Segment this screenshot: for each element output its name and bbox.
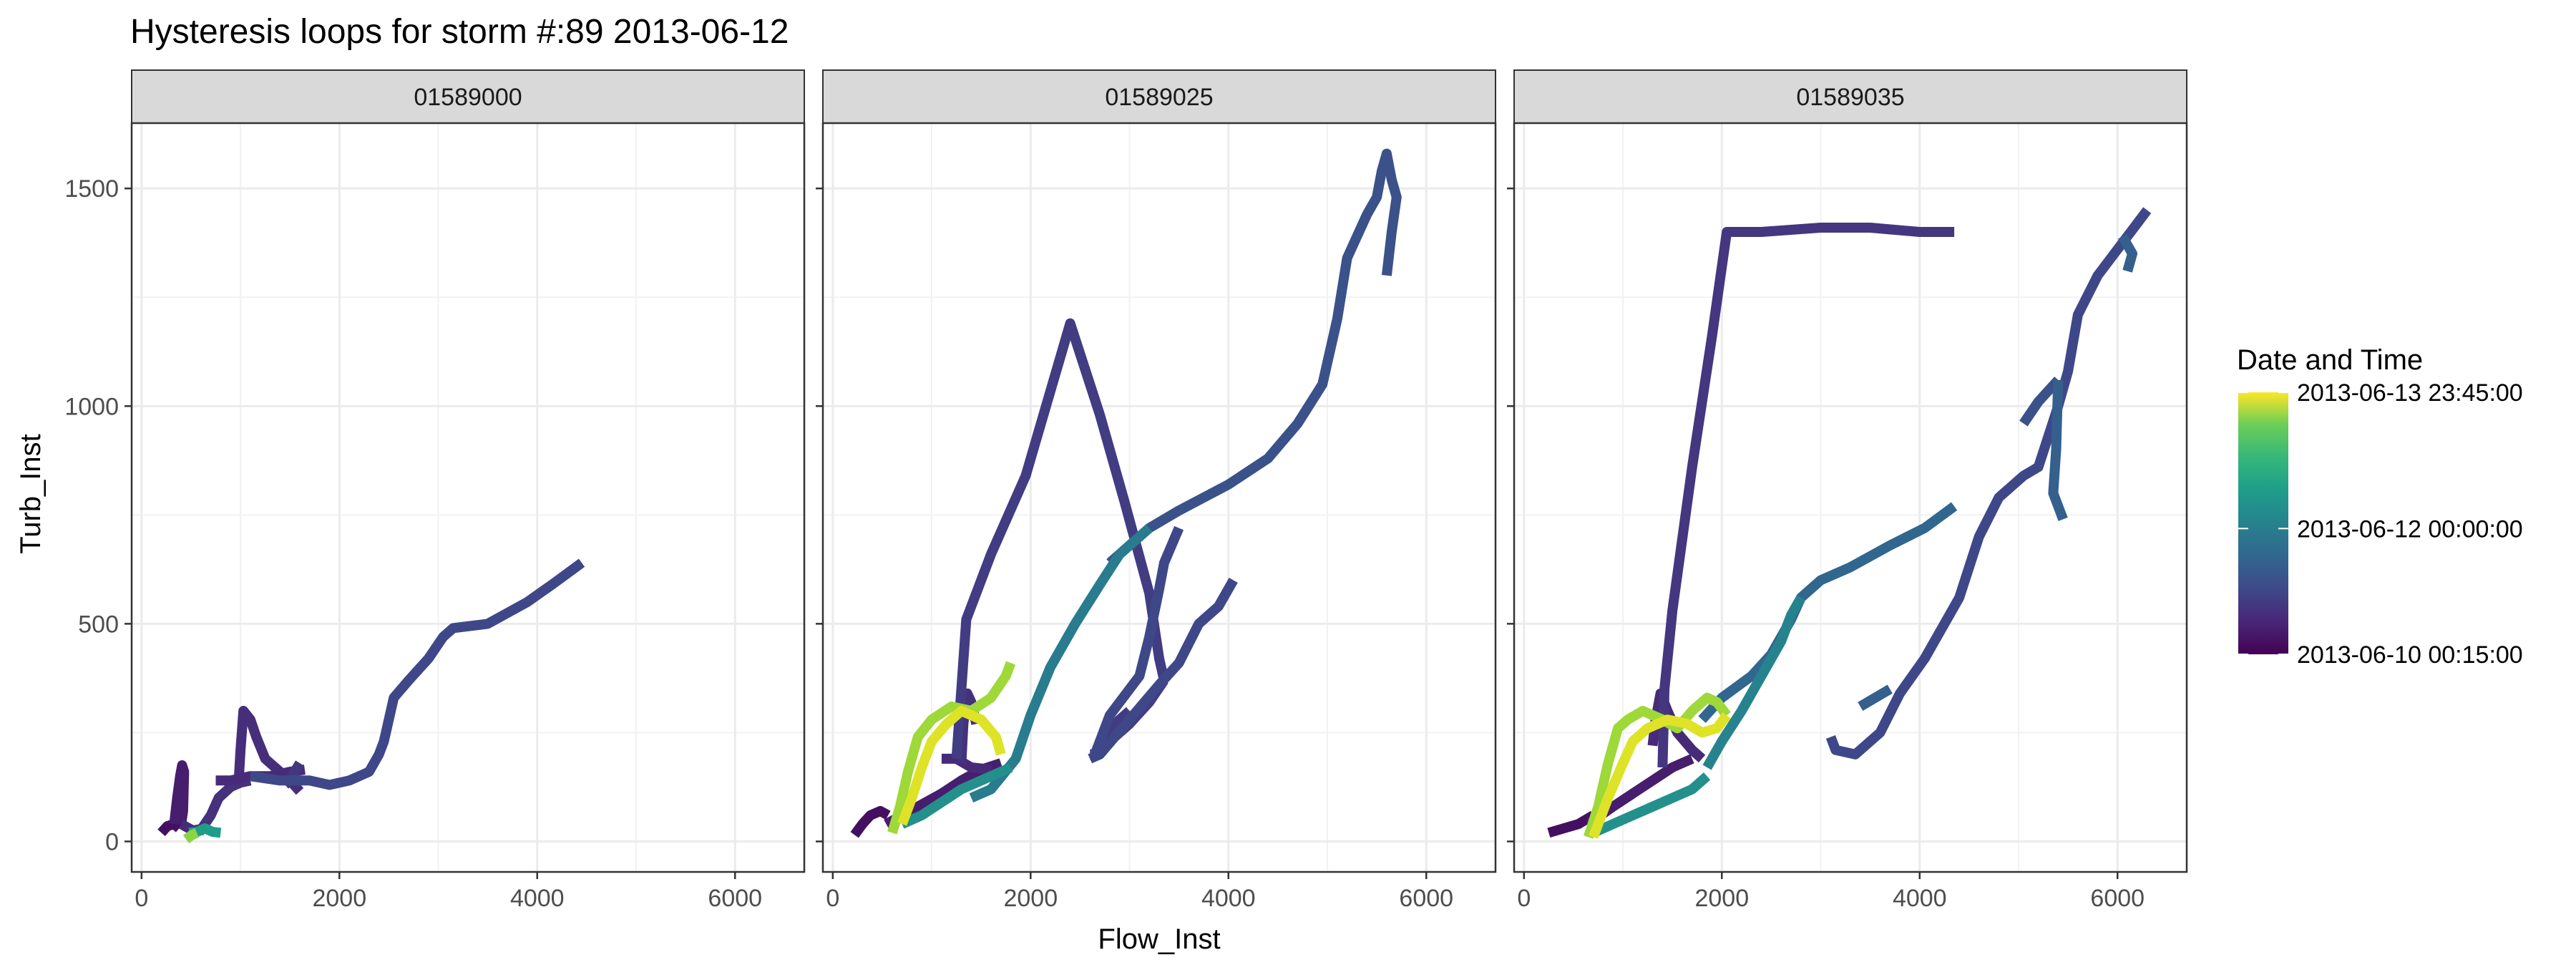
series-line <box>1702 595 1805 770</box>
series-line <box>1589 712 1731 839</box>
x-tick-label: 2000 <box>1003 885 1058 912</box>
legend-title: Date and Time <box>2237 344 2423 376</box>
chart-title: Hysteresis loops for storm #:89 2013-06-… <box>130 13 789 51</box>
series-line <box>1584 692 1731 839</box>
y-tick-label: 1000 <box>64 393 119 420</box>
x-tick-label: 0 <box>135 885 148 912</box>
x-axis-title: Flow_Inst <box>1098 923 1220 955</box>
series-line <box>1591 772 1711 838</box>
x-tick-label: 4000 <box>1893 885 1947 912</box>
series-line <box>1825 207 2152 760</box>
plot-background <box>823 123 1496 872</box>
legend-colorbar <box>2238 392 2288 654</box>
plot-background <box>1514 123 2187 872</box>
facet-strip-label: 01589000 <box>414 84 522 111</box>
series-line <box>897 706 1006 826</box>
series-line <box>850 805 891 838</box>
x-tick-label: 2000 <box>312 885 366 912</box>
facet-strip-label: 01589035 <box>1796 84 1904 111</box>
series-line <box>887 661 1016 835</box>
facet-panel: 01589000 0 2000 4000 6000 0 500 1000 1500 <box>64 69 806 912</box>
legend-labels: 2013-06-13 23:45:00 2013-06-12 00:00:00 20… <box>2238 379 2523 669</box>
series-line <box>1106 148 1402 567</box>
series-line <box>249 558 585 790</box>
legend-label: 2013-06-13 23:45:00 <box>2297 379 2523 407</box>
x-tick-label: 6000 <box>708 885 762 912</box>
facet-panel: 01589025 0 2000 4000 6000 <box>816 69 1497 912</box>
panel-border <box>130 122 806 873</box>
panel-border <box>1513 122 2188 873</box>
panel-border <box>821 122 1497 873</box>
y-axis-title: Turb_Inst <box>15 434 47 553</box>
series-line <box>182 828 199 844</box>
panels-layer: 01589000 0 2000 4000 6000 0 500 1000 1500 0158902… <box>64 69 2188 912</box>
y-tick-label: 1500 <box>64 175 119 203</box>
y-tick-label: 500 <box>78 611 119 638</box>
series-line <box>1858 684 1893 711</box>
x-tick-label: 6000 <box>2090 885 2145 912</box>
legend-label: 2013-06-10 00:15:00 <box>2297 641 2523 669</box>
legend: Date and Time 2013-06-13 23:45:002013-06… <box>2237 344 2523 669</box>
legend-label: 2013-06-12 00:00:00 <box>2297 515 2523 543</box>
x-tick-label: 4000 <box>1201 885 1256 912</box>
x-tick-label: 0 <box>1517 885 1531 912</box>
series-line <box>1657 223 1955 768</box>
y-tick-label: 0 <box>105 828 119 855</box>
series-line <box>2118 233 2137 273</box>
series-line <box>1088 578 1238 764</box>
facet-strip <box>822 69 1496 124</box>
facet-strip <box>131 69 805 124</box>
series-line <box>899 762 1013 829</box>
facet-strip-label: 01589025 <box>1105 84 1213 111</box>
plot-background <box>132 123 804 872</box>
x-tick-label: 0 <box>826 885 839 912</box>
series-line <box>1090 525 1184 760</box>
series-line <box>169 760 190 825</box>
series-line <box>157 819 182 836</box>
facet-panel: 01589035 0 2000 4000 6000 <box>1507 69 2188 912</box>
series-line <box>969 524 1153 803</box>
x-tick-label: 2000 <box>1694 885 1749 912</box>
x-tick-label: 4000 <box>510 885 565 912</box>
x-tick-label: 6000 <box>1399 885 1453 912</box>
series-line <box>2019 377 2062 427</box>
series-line <box>2048 379 2068 521</box>
